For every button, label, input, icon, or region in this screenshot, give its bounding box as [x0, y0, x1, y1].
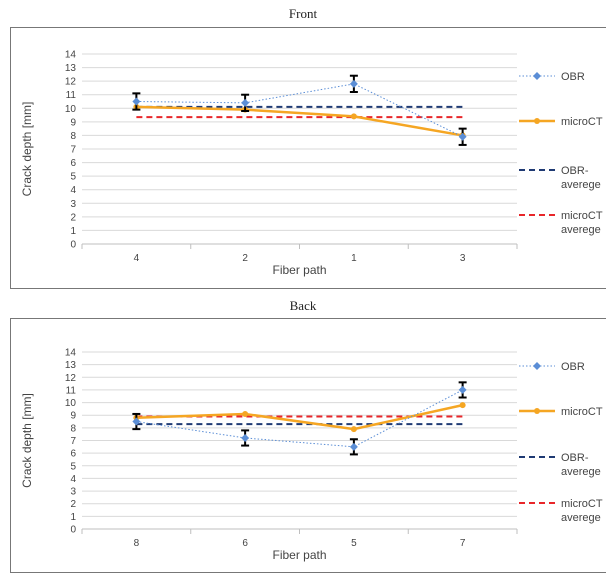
y-tick-label: 14	[65, 348, 77, 359]
y-axis-title: Crack depth [mm]	[20, 102, 34, 197]
y-tick-label: 14	[65, 50, 77, 61]
y-tick-label: 2	[70, 212, 76, 223]
y-tick-label: 5	[70, 172, 76, 183]
x-axis-title: Fiber path	[272, 263, 326, 277]
y-tick-label: 0	[70, 525, 76, 536]
obr-point	[132, 417, 141, 426]
y-tick-label: 12	[65, 373, 77, 384]
y-tick-label: 9	[70, 117, 76, 128]
obr-point	[458, 385, 467, 394]
chart-back: 0 1 2 3 4 5 6 7 8 9 10 11 12 13 14 8 6 5 7 Fiber path Crack …	[10, 318, 606, 573]
y-tick-label: 3	[70, 199, 76, 210]
y-tick-label: 9	[70, 411, 76, 422]
microct-series-line	[136, 403, 463, 431]
y-tick-label: 7	[70, 436, 76, 447]
x-tick-label: 8	[134, 538, 140, 549]
obr-point	[458, 132, 467, 141]
y-tick-label: 13	[65, 360, 77, 371]
microct-point	[459, 402, 466, 409]
y-tick-label: 5	[70, 461, 76, 472]
legend-obr-marker	[533, 362, 541, 370]
obr-point	[241, 433, 250, 442]
legend-microct-average-label: averege	[561, 512, 601, 524]
legend-microct-average-label: microCT	[561, 498, 603, 510]
x-tick-label: 5	[351, 538, 357, 549]
legend-microct-label: microCT	[561, 116, 603, 128]
legend-obr-average-label: OBR-	[561, 452, 589, 464]
chart-front: 0 1 2 3 4 5 6 7 8 9 10 11 12 13 14 4 2 1 3 Fiber path Crack …	[10, 27, 606, 289]
x-tick-label: 2	[242, 253, 248, 264]
obr-series-line	[136, 389, 463, 448]
y-tick-label: 13	[65, 63, 77, 74]
y-tick-label: 10	[65, 398, 77, 409]
legend-obr-label: OBR	[561, 361, 585, 373]
x-tick-label: 3	[460, 253, 466, 264]
legend-microct-average-label: microCT	[561, 210, 603, 222]
y-tick-label: 7	[70, 145, 76, 156]
legend-obr-average-label: averege	[561, 466, 601, 478]
y-tick-label: 3	[70, 487, 76, 498]
x-axis-title: Fiber path	[272, 548, 326, 562]
legend-microct-marker	[534, 408, 540, 414]
y-tick-label: 0	[70, 240, 76, 251]
y-tick-label: 4	[70, 185, 76, 196]
microct-point	[350, 426, 357, 433]
legend-obr-label: OBR	[561, 71, 585, 83]
y-tick-label: 12	[65, 77, 77, 88]
chart-title-back: Back	[289, 298, 317, 313]
obr-point	[132, 97, 141, 106]
y-tick-label: 6	[70, 158, 76, 169]
microct-series-line	[136, 105, 463, 137]
x-tick-label: 4	[134, 253, 140, 264]
y-tick-label: 11	[66, 90, 77, 101]
y-tick-label: 10	[65, 104, 77, 115]
legend-microct-average-label: averege	[561, 224, 601, 236]
y-tick-label: 11	[66, 385, 77, 396]
x-tick-label: 1	[351, 253, 357, 264]
legend-obr-marker	[533, 72, 541, 80]
legend-obr-average-label: OBR-	[561, 165, 589, 177]
obr-point	[349, 79, 358, 88]
y-tick-label: 1	[70, 512, 76, 523]
obr-point	[349, 442, 358, 451]
microct-point	[350, 113, 357, 120]
obr-point	[241, 98, 250, 107]
legend-obr-average-label: averege	[561, 179, 601, 191]
y-tick-label: 2	[70, 499, 76, 510]
y-axis-title: Crack depth [mm]	[20, 393, 34, 488]
y-tick-label: 8	[70, 131, 76, 142]
x-tick-label: 7	[460, 538, 466, 549]
y-tick-label: 4	[70, 474, 76, 485]
obr-series-line	[136, 83, 463, 138]
legend-microct-label: microCT	[561, 406, 603, 418]
chart-title-front: Front	[288, 6, 318, 21]
legend-microct-marker	[534, 118, 540, 124]
y-tick-label: 8	[70, 423, 76, 434]
microct-point	[242, 410, 249, 417]
x-tick-label: 6	[242, 538, 248, 549]
y-tick-label: 6	[70, 449, 76, 460]
y-tick-label: 1	[70, 226, 76, 237]
